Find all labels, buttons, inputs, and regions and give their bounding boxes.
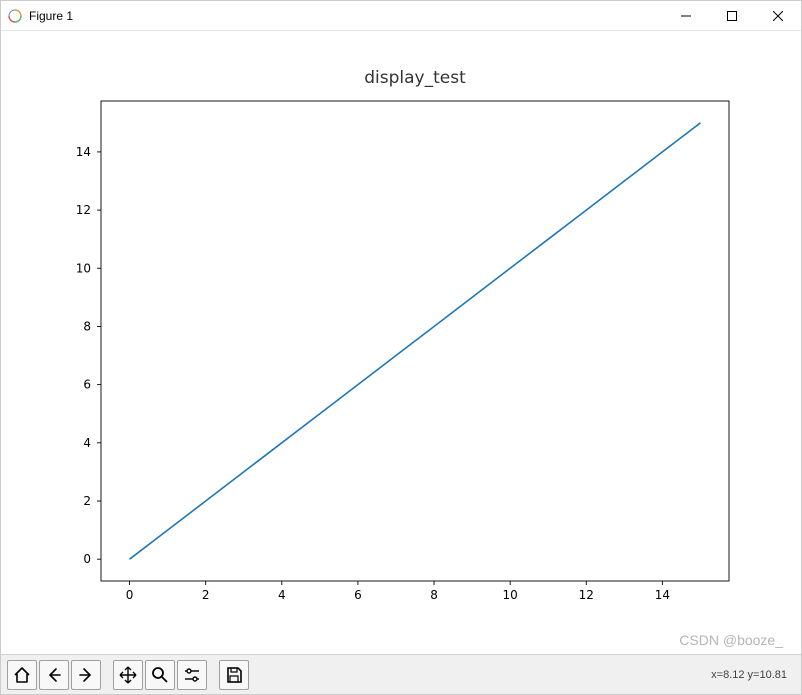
svg-text:12: 12 <box>579 588 594 602</box>
pan-button[interactable] <box>113 660 143 690</box>
svg-text:4: 4 <box>83 436 91 450</box>
window-titlebar: Figure 1 <box>1 1 801 31</box>
home-icon <box>12 665 32 685</box>
sliders-icon <box>182 665 202 685</box>
cursor-coordinates: x=8.12 y=10.81 <box>711 669 795 681</box>
home-button[interactable] <box>7 660 37 690</box>
zoom-icon <box>150 665 170 685</box>
svg-text:12: 12 <box>76 203 91 217</box>
window-title: Figure 1 <box>29 9 73 23</box>
svg-text:0: 0 <box>83 552 91 566</box>
configure-button[interactable] <box>177 660 207 690</box>
move-icon <box>118 665 138 685</box>
svg-text:4: 4 <box>278 588 286 602</box>
svg-text:display_test: display_test <box>364 68 466 88</box>
arrow-left-icon <box>44 665 64 685</box>
zoom-button[interactable] <box>145 660 175 690</box>
minimize-button[interactable] <box>663 1 709 31</box>
svg-text:14: 14 <box>76 145 91 159</box>
matplotlib-toolbar: x=8.12 y=10.81 <box>1 654 801 694</box>
svg-text:8: 8 <box>430 588 438 602</box>
maximize-button[interactable] <box>709 1 755 31</box>
svg-text:10: 10 <box>503 588 518 602</box>
svg-text:2: 2 <box>202 588 210 602</box>
svg-text:8: 8 <box>83 319 91 333</box>
back-button[interactable] <box>39 660 69 690</box>
svg-text:14: 14 <box>655 588 670 602</box>
app-icon <box>7 8 23 24</box>
save-button[interactable] <box>219 660 249 690</box>
svg-text:0: 0 <box>126 588 134 602</box>
svg-text:6: 6 <box>83 378 91 392</box>
arrow-right-icon <box>76 665 96 685</box>
forward-button[interactable] <box>71 660 101 690</box>
close-button[interactable] <box>755 1 801 31</box>
svg-text:10: 10 <box>76 261 91 275</box>
plot-canvas[interactable]: display_test0246810121402468101214 CSDN … <box>1 31 801 654</box>
chart-svg: display_test 0 2 4 6 8 10 12 14 0 2 4 6 8 10 12 14 <box>1 31 801 654</box>
save-icon <box>224 665 244 685</box>
svg-text:2: 2 <box>83 494 91 508</box>
svg-text:6: 6 <box>354 588 362 602</box>
